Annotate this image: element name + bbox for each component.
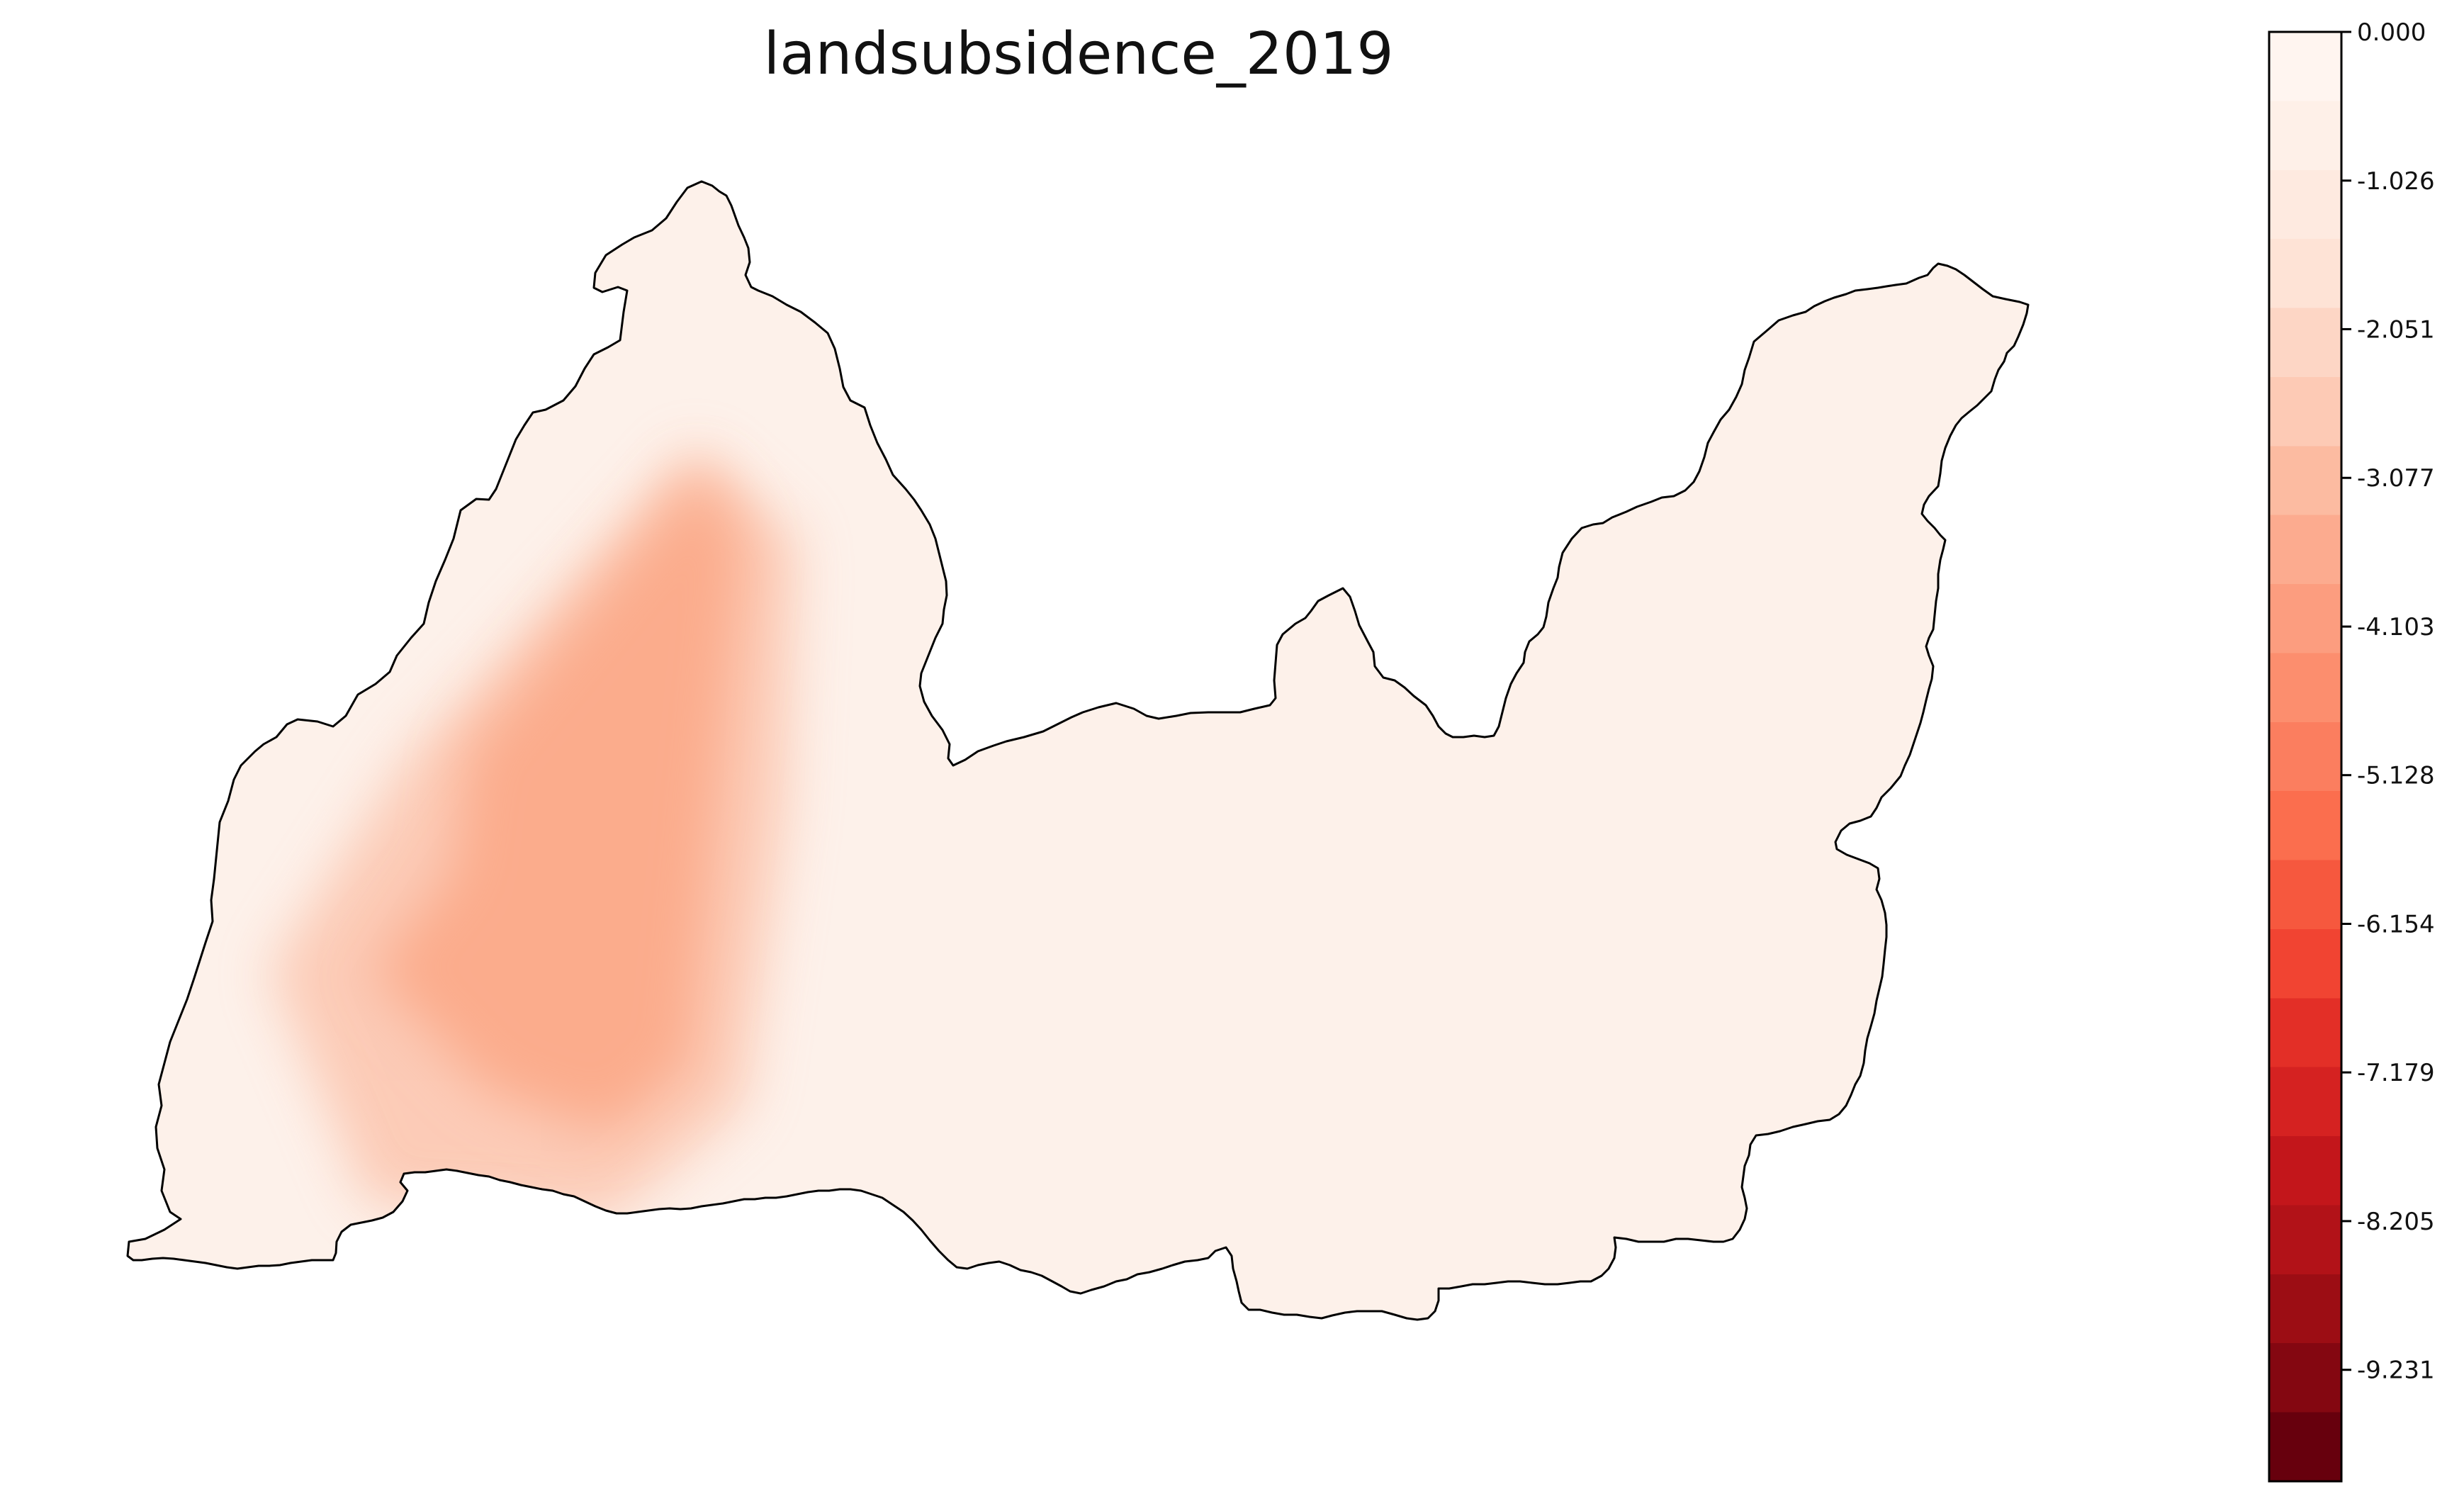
colorbar-ticks: 0.000 -1.026 -2.051 -3.077 -4.103 -5.128 -6.15… bbox=[2341, 18, 2435, 1385]
colorbar-frame bbox=[2268, 30, 2343, 1483]
colorbar-tick-label: -5.128 bbox=[2357, 762, 2435, 790]
colorbar-tick-label: -9.231 bbox=[2357, 1357, 2435, 1385]
map-panel bbox=[126, 180, 2030, 1321]
colorbar-tick-label: -3.077 bbox=[2357, 464, 2435, 493]
region-boundary bbox=[126, 180, 2030, 1321]
colorbar-tick-label: -8.205 bbox=[2357, 1208, 2435, 1236]
colorbar: 0.000 -1.026 -2.051 -3.077 -4.103 -5.128 -6.15… bbox=[2268, 18, 2435, 1483]
colorbar-tick-label: -2.051 bbox=[2357, 315, 2435, 344]
colorbar-tick-label: -7.179 bbox=[2357, 1059, 2435, 1087]
colorbar-tick-label: -4.103 bbox=[2357, 613, 2435, 641]
colorbar-tick-label: -1.026 bbox=[2357, 167, 2435, 196]
colorbar-gradient bbox=[2269, 32, 2341, 1481]
colorbar-tick-label: 0.000 bbox=[2357, 18, 2426, 47]
colorbar-tick-label: -6.154 bbox=[2357, 910, 2435, 938]
figure-title: landsubsidence_2019 bbox=[764, 21, 1394, 88]
subsidence-field bbox=[269, 447, 797, 1219]
subsidence-core bbox=[372, 468, 744, 1134]
